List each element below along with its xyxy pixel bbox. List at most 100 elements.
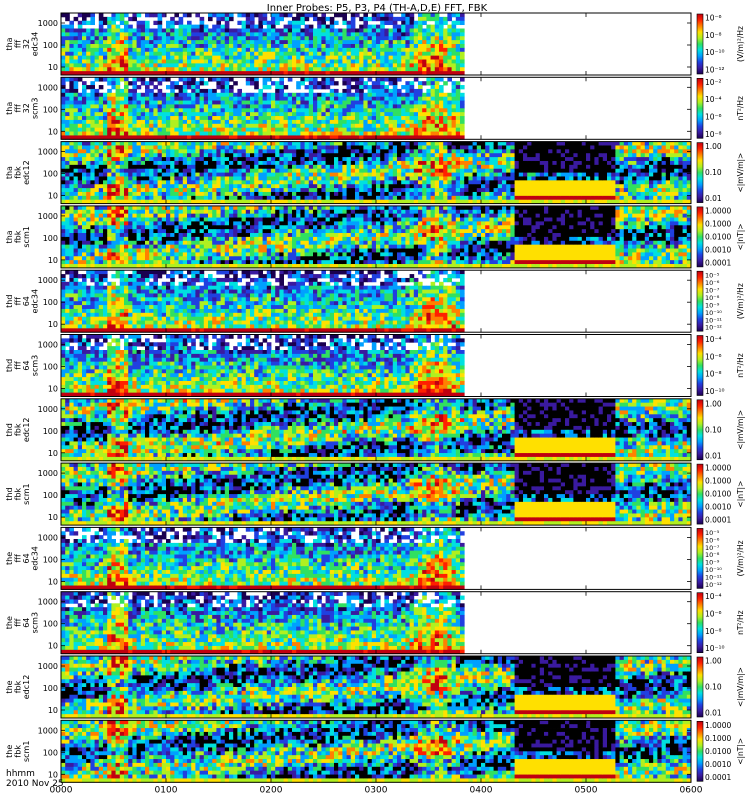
colorbar-tick-label: 10⁻⁸: [705, 627, 722, 636]
colorbar-unit: <|mV/m|>: [736, 153, 745, 193]
colorbar-tick-label: 10⁻¹⁰: [705, 387, 725, 396]
panel-label: the fff 64 edc34: [5, 546, 40, 571]
colorbar-tick-label: 0.1000: [705, 734, 731, 743]
panel-label-line: edc34: [31, 546, 40, 571]
colorbar: [697, 464, 703, 524]
spectrogram-image: [61, 335, 465, 397]
colorbar-tick-label: 10⁻²: [705, 78, 722, 87]
colorbar: [697, 593, 703, 653]
spectrogram-image: [61, 13, 465, 75]
panel-label: the fbk edc12: [5, 675, 31, 700]
colorbar-unit-label: (V/m)²/Hz: [736, 540, 745, 576]
colorbar-tick-label: 10⁻¹²: [705, 66, 725, 75]
colorbar-tick-label: 1.0000: [705, 206, 731, 215]
colorbar-tick-label: 1.0000: [705, 464, 731, 473]
spectrogram-image: [61, 592, 465, 654]
y-tick-label: 1000: [38, 533, 58, 542]
colorbar-tick-label: 0.0010: [705, 503, 731, 512]
colorbar-tick-label: 0.0100: [705, 232, 731, 241]
spectrogram-image: [61, 527, 465, 589]
colorbar-tick-label: 0.0001: [705, 258, 731, 267]
colorbar-unit-label: nT²/Hz: [736, 353, 745, 378]
colorbar-tick-label: 10⁻⁸: [705, 370, 722, 379]
colorbar-unit: nT²/Hz: [736, 96, 745, 121]
x-tick-label: 0500: [575, 785, 598, 795]
colorbar-tick-label: 0.0010: [705, 760, 731, 769]
colorbar-tick-label: 0.0100: [705, 747, 731, 756]
spectrogram-image: [61, 206, 691, 268]
colorbar-unit-label: <|nT|>: [736, 481, 745, 508]
y-tick-label: 10: [48, 642, 58, 651]
colorbar: [697, 271, 703, 331]
colorbar-tick-label: 10⁻¹²: [705, 324, 722, 332]
panel-label-line: scm3: [31, 98, 40, 119]
x-axis-label: hhmm: [6, 769, 35, 779]
panel-label: thd fbk scm1: [5, 483, 31, 504]
panels-group: 1000 100 10 tha fff 32 edc34 10⁻⁶ 10⁻⁸ 10⁻¹⁰ 10⁻¹²…: [5, 13, 745, 783]
y-tick-label: 10: [48, 256, 58, 265]
colorbar-unit-label: (V/m)²/Hz: [736, 283, 745, 319]
colorbar-tick-label: 1.00: [705, 142, 722, 151]
panel-label: tha fbk edc12: [5, 160, 31, 185]
y-tick-label: 10: [48, 706, 58, 715]
colorbar-unit-label: <|mV/m|>: [736, 667, 745, 707]
colorbar-unit: (V/m)²/Hz: [736, 540, 745, 576]
colorbar-tick-label: 0.0001: [705, 773, 731, 782]
colorbar-tick-label: 10⁻⁴: [705, 335, 722, 344]
y-tick-label: 100: [43, 105, 58, 114]
y-tick-label: 100: [43, 620, 58, 629]
colorbar: [697, 143, 703, 203]
colorbar-tick-label: 0.10: [705, 168, 722, 177]
colorbar-tick-label: 10⁻⁶: [705, 112, 722, 121]
colorbar-unit-label: nT²/Hz: [736, 96, 745, 121]
spectrogram-image: [61, 270, 465, 332]
colorbar: [697, 336, 703, 396]
y-tick-label: 100: [43, 555, 58, 564]
colorbar-tick-label: 10⁻⁶: [705, 14, 722, 23]
panel-label-line: scm3: [31, 612, 40, 633]
colorbar-tick-label: 0.01: [705, 194, 722, 203]
spectrogram-image: [61, 77, 465, 139]
colorbar-tick-label: 10⁻⁶: [705, 352, 722, 361]
panel-label-line: scm1: [22, 226, 31, 247]
y-tick-label: 100: [43, 234, 58, 243]
colorbar-tick-label: 0.01: [705, 451, 722, 460]
x-tick-label: 0300: [365, 785, 388, 795]
panel-label-line: edc12: [22, 675, 31, 700]
colorbar-tick-label: 0.10: [705, 683, 722, 692]
panel-label-line: scm3: [31, 355, 40, 376]
x-tick-label: 0400: [470, 785, 493, 795]
y-tick-label: 10: [48, 127, 58, 136]
colorbar-tick-label: 10⁻⁴: [705, 592, 722, 601]
panel-label-line: edc12: [22, 160, 31, 185]
panel-label: tha fff 32 scm3: [5, 98, 40, 119]
y-tick-label: 100: [43, 491, 58, 500]
colorbar: [697, 78, 703, 138]
date-label: 2010 Nov 25: [6, 779, 64, 789]
panel-label: tha fff 32 edc34: [5, 32, 40, 57]
y-tick-label: 10: [48, 320, 58, 329]
colorbar: [697, 14, 703, 74]
y-tick-label: 1000: [38, 662, 58, 671]
colorbar-unit-label: (V/m)²/Hz: [736, 26, 745, 62]
colorbar-unit: nT²/Hz: [736, 610, 745, 635]
colorbar-tick-label: 1.00: [705, 399, 722, 408]
colorbar-tick-label: 10⁻⁶: [705, 610, 722, 619]
x-tick-label: 0600: [680, 785, 703, 795]
panel-label: thd fbk edc12: [5, 418, 31, 443]
y-tick-label: 1000: [38, 148, 58, 157]
colorbar-unit-label: <|mV/m|>: [736, 153, 745, 193]
colorbar-unit-label: <|mV/m|>: [736, 410, 745, 450]
y-tick-label: 100: [43, 298, 58, 307]
y-tick-label: 10: [48, 449, 58, 458]
y-tick-label: 100: [43, 363, 58, 372]
